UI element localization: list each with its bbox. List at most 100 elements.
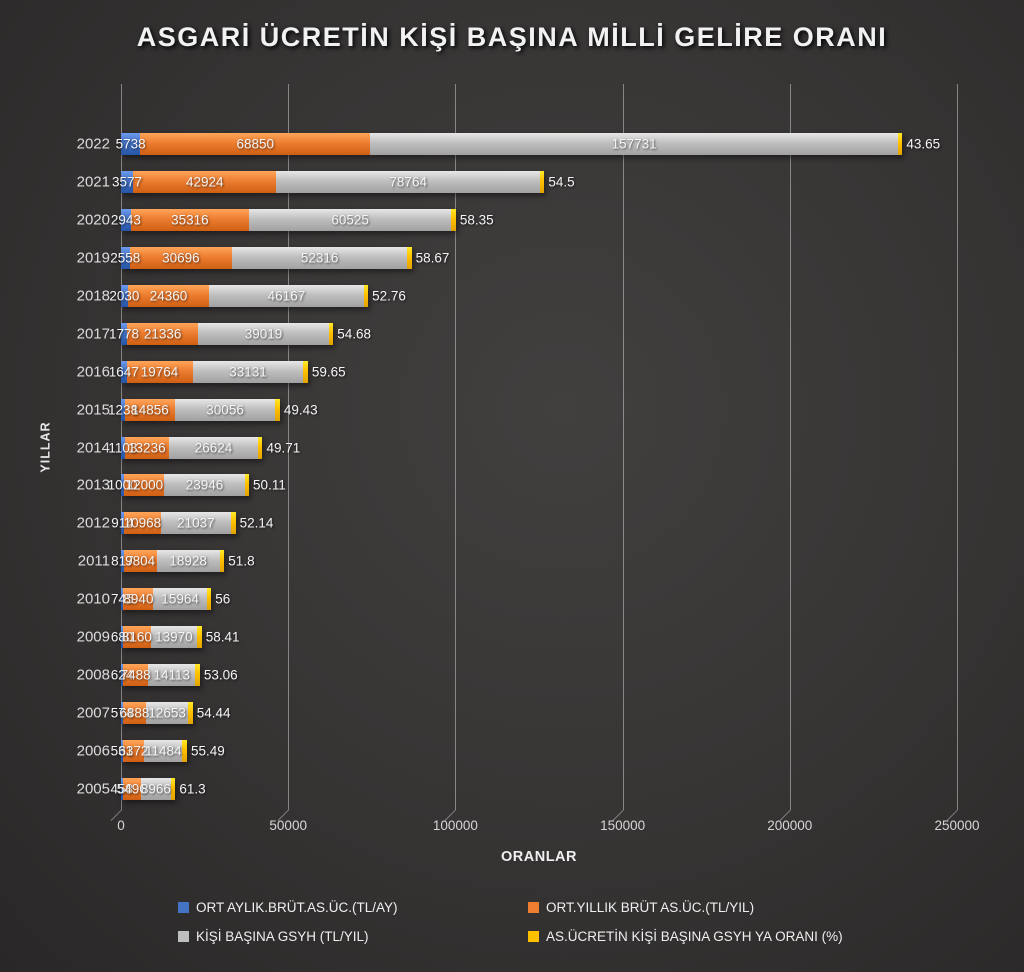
segment-ratio <box>188 702 193 725</box>
bar-row-2013 <box>121 474 250 497</box>
y-axis-category-2005: 2005 <box>76 780 110 798</box>
value-label-ratio: 61.3 <box>179 781 206 797</box>
segment-ratio <box>303 360 308 383</box>
segment-monthly-wage <box>121 777 123 800</box>
segment-yearly-wage <box>123 550 157 573</box>
bar-row-2009 <box>121 626 202 649</box>
segment-ratio <box>244 474 250 497</box>
segment-monthly-wage <box>121 208 131 231</box>
segment-monthly-wage <box>121 550 124 573</box>
legend: ORT AYLIK.BRÜT.AS.ÜC.(TL/AY) ORT.YILLIK … <box>178 900 898 958</box>
value-label-monthly-wage: 2943 <box>110 212 141 228</box>
segment-ratio <box>407 246 412 269</box>
segment-yearly-wage <box>122 777 141 800</box>
segment-yearly-wage <box>123 588 154 611</box>
value-label-gdp: 11484 <box>145 743 182 759</box>
segment-ratio <box>451 208 456 231</box>
bar-row-2007 <box>121 702 193 725</box>
x-tick-label: 200000 <box>767 818 813 833</box>
x-tick-label: 250000 <box>934 818 980 833</box>
gridline-50000 <box>288 84 290 810</box>
value-label-monthly-wage: 1000 <box>107 477 138 493</box>
y-axis-category-2017: 2017 <box>76 325 110 343</box>
segment-gdp <box>370 133 898 155</box>
segment-gdp <box>150 626 198 649</box>
bar-row-2010 <box>121 588 212 611</box>
value-label-ratio: 43.65 <box>906 136 941 152</box>
segment-ratio <box>363 284 369 307</box>
segment-yearly-wage <box>125 398 175 421</box>
value-label-monthly-wage: 2558 <box>110 250 141 266</box>
segment-monthly-wage <box>121 474 125 497</box>
segment-yearly-wage <box>127 284 210 307</box>
value-label-yearly-wage: 21336 <box>143 326 182 342</box>
segment-monthly-wage <box>121 398 126 421</box>
segment-monthly-wage <box>121 512 125 535</box>
legend-swatch-yellow-icon <box>528 931 539 942</box>
value-label-gdp: 52316 <box>300 250 339 266</box>
value-label-monthly-wage: 458 <box>110 781 134 797</box>
y-axis-category-2008: 2008 <box>76 666 110 684</box>
y-axis-category-2010: 2010 <box>76 590 110 608</box>
value-label-yearly-wage: 35316 <box>171 212 209 228</box>
segment-yearly-wage <box>130 208 249 231</box>
value-label-yearly-wage: 68850 <box>236 136 275 152</box>
legend-item-gdp-per-capita: KİŞİ BAŞINA GSYH (TL/YIL) <box>178 929 528 944</box>
y-axis-category-2013: 2013 <box>76 476 110 494</box>
segment-ratio <box>170 777 176 800</box>
y-axis-category-2009: 2009 <box>76 628 110 646</box>
value-label-gdp: 8966 <box>140 781 171 797</box>
segment-yearly-wage <box>129 246 233 269</box>
y-axis-category-2016: 2016 <box>76 363 110 381</box>
value-label-ratio: 58.35 <box>459 212 494 228</box>
segment-monthly-wage <box>121 133 141 155</box>
value-label-yearly-wage: 19764 <box>140 364 179 380</box>
value-label-monthly-wage: 531 <box>110 743 134 759</box>
gridline-200000 <box>789 84 791 810</box>
value-label-monthly-wage: 680 <box>110 629 134 645</box>
segment-gdp <box>148 664 196 687</box>
legend-swatch-gray-icon <box>178 931 189 942</box>
value-label-gdp: 14113 <box>153 667 190 683</box>
value-label-yearly-wage: 8940 <box>123 591 154 607</box>
segment-monthly-wage <box>121 360 127 383</box>
segment-yearly-wage <box>140 133 371 155</box>
segment-gdp <box>156 550 220 573</box>
segment-gdp <box>144 740 183 763</box>
y-axis-category-2012: 2012 <box>76 514 110 532</box>
value-label-ratio: 58.67 <box>415 250 450 266</box>
y-axis-category-2006: 2006 <box>76 742 110 760</box>
value-label-yearly-wage: 6372 <box>118 743 149 759</box>
segment-ratio <box>219 550 225 573</box>
legend-label: ORT AYLIK.BRÜT.AS.ÜC.(TL/AY) <box>196 900 398 915</box>
y-axis-category-2011: 2011 <box>77 552 110 570</box>
segment-monthly-wage <box>121 588 124 611</box>
y-axis-category-2014: 2014 <box>76 439 110 457</box>
value-label-yearly-wage: 7488 <box>120 667 151 683</box>
value-label-ratio: 54.5 <box>548 174 575 190</box>
value-label-gdp: 15964 <box>161 591 199 607</box>
value-label-gdp: 23946 <box>185 477 224 493</box>
value-label-yearly-wage: 10968 <box>123 515 162 531</box>
value-label-monthly-wage: 1778 <box>108 326 139 342</box>
value-label-monthly-wage: 3577 <box>111 174 142 190</box>
y-axis-category-2019: 2019 <box>76 249 110 267</box>
value-label-monthly-wage: 817 <box>111 553 134 569</box>
segment-monthly-wage <box>121 170 133 193</box>
segment-yearly-wage <box>132 170 277 193</box>
value-label-ratio: 49.71 <box>266 440 301 456</box>
value-label-gdp: 30056 <box>206 402 244 418</box>
value-label-yearly-wage: 24360 <box>149 288 188 304</box>
value-label-gdp: 18928 <box>169 553 207 569</box>
bar-row-2020 <box>121 208 456 231</box>
legend-swatch-blue-icon <box>178 902 189 913</box>
value-label-ratio: 54.68 <box>337 326 372 342</box>
bar-row-2012 <box>121 512 236 535</box>
value-label-yearly-wage: 8160 <box>121 629 152 645</box>
value-label-monthly-wage: 1238 <box>108 402 139 418</box>
gridline-150000 <box>622 84 624 810</box>
segment-yearly-wage <box>124 512 161 535</box>
x-tick-label: 0 <box>117 818 125 833</box>
bar-row-2005 <box>121 777 176 800</box>
segment-yearly-wage <box>122 740 145 763</box>
